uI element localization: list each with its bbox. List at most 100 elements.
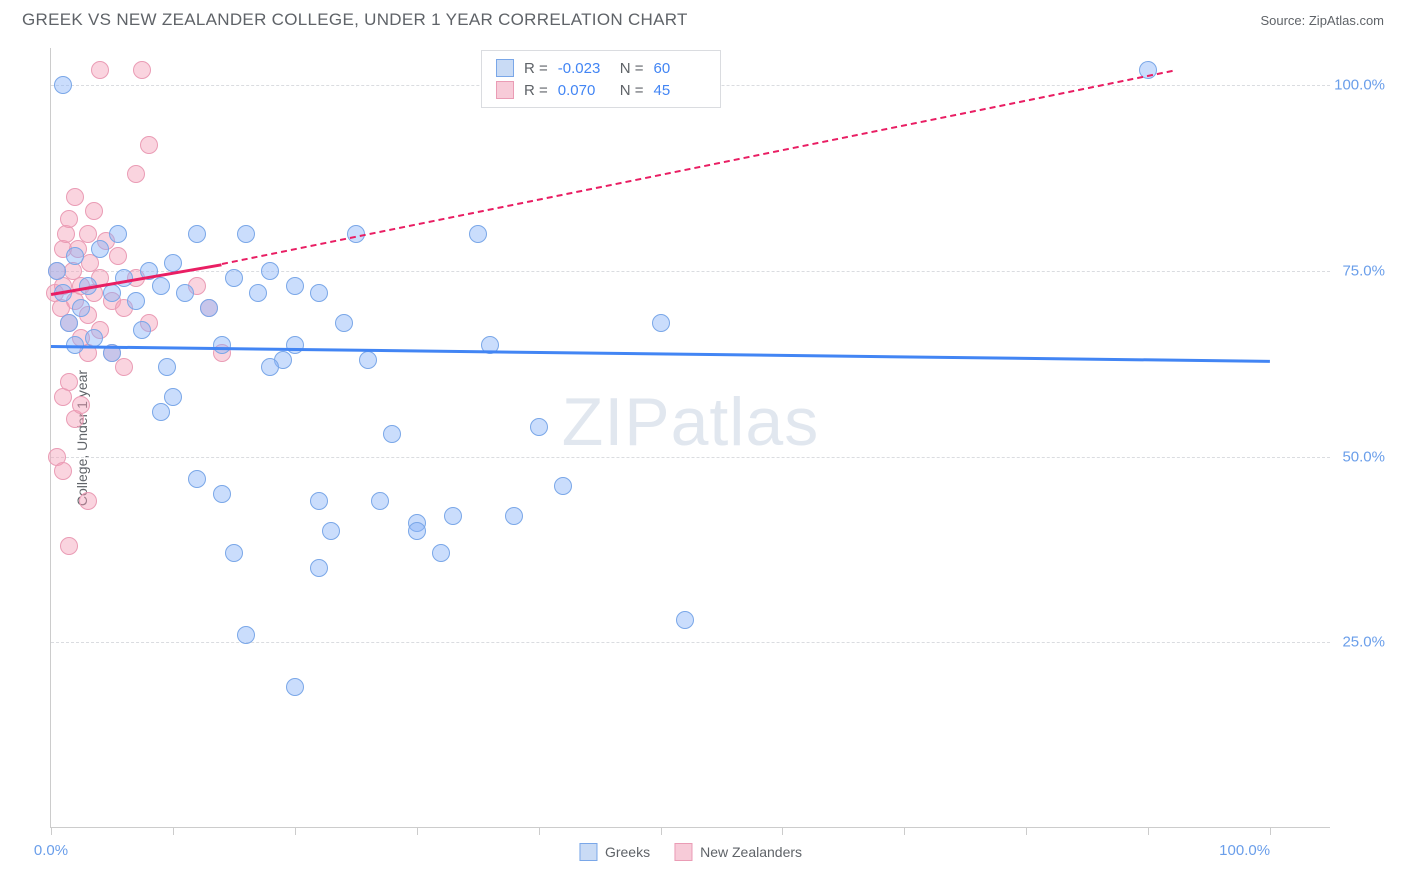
data-point bbox=[54, 76, 72, 94]
data-point bbox=[72, 299, 90, 317]
legend-swatch bbox=[674, 843, 692, 861]
data-point bbox=[188, 225, 206, 243]
legend-swatch bbox=[579, 843, 597, 861]
stat-n-value: 60 bbox=[654, 60, 706, 77]
legend-item: Greeks bbox=[579, 843, 650, 861]
data-point bbox=[371, 492, 389, 510]
grid-line bbox=[51, 457, 1330, 458]
data-point bbox=[286, 678, 304, 696]
data-point bbox=[115, 358, 133, 376]
stat-n-label: N = bbox=[620, 60, 644, 77]
stat-row: R = -0.023 N = 60 bbox=[496, 57, 706, 79]
bottom-legend: Greeks New Zealanders bbox=[579, 843, 802, 861]
data-point bbox=[127, 165, 145, 183]
stat-n-label: N = bbox=[620, 82, 644, 99]
data-point bbox=[60, 314, 78, 332]
data-point bbox=[133, 61, 151, 79]
x-tick bbox=[51, 827, 52, 835]
data-point bbox=[554, 477, 572, 495]
stat-row: R = 0.070 N = 45 bbox=[496, 79, 706, 101]
data-point bbox=[66, 247, 84, 265]
data-point bbox=[286, 277, 304, 295]
data-point bbox=[158, 358, 176, 376]
chart-container: College, Under 1 year ZIPatlas 25.0%50.0… bbox=[50, 48, 1385, 828]
x-tick bbox=[661, 827, 662, 835]
data-point bbox=[676, 611, 694, 629]
data-point bbox=[140, 136, 158, 154]
data-point bbox=[79, 225, 97, 243]
data-point bbox=[127, 292, 145, 310]
data-point bbox=[213, 485, 231, 503]
data-point bbox=[85, 329, 103, 347]
data-point bbox=[237, 626, 255, 644]
data-point bbox=[48, 262, 66, 280]
data-point bbox=[261, 358, 279, 376]
data-point bbox=[310, 492, 328, 510]
data-point bbox=[505, 507, 523, 525]
stat-r-value: 0.070 bbox=[558, 82, 610, 99]
data-point bbox=[54, 462, 72, 480]
y-tick-label: 75.0% bbox=[1342, 262, 1385, 279]
plot-area: ZIPatlas 25.0%50.0%75.0%100.0%0.0%100.0%… bbox=[50, 48, 1330, 828]
data-point bbox=[152, 277, 170, 295]
x-tick bbox=[173, 827, 174, 835]
watermark: ZIPatlas bbox=[562, 383, 819, 461]
legend-label: New Zealanders bbox=[700, 844, 802, 860]
data-point bbox=[335, 314, 353, 332]
x-tick bbox=[295, 827, 296, 835]
data-point bbox=[652, 314, 670, 332]
data-point bbox=[261, 262, 279, 280]
trend-line bbox=[51, 345, 1270, 362]
x-tick bbox=[1148, 827, 1149, 835]
chart-source: Source: ZipAtlas.com bbox=[1260, 13, 1384, 28]
stat-r-value: -0.023 bbox=[558, 60, 610, 77]
data-point bbox=[383, 425, 401, 443]
data-point bbox=[72, 396, 90, 414]
x-tick bbox=[782, 827, 783, 835]
data-point bbox=[310, 559, 328, 577]
x-tick bbox=[1026, 827, 1027, 835]
stat-r-label: R = bbox=[524, 60, 548, 77]
x-tick-label-left: 0.0% bbox=[34, 842, 68, 859]
data-point bbox=[225, 269, 243, 287]
data-point bbox=[66, 188, 84, 206]
y-tick-label: 100.0% bbox=[1334, 77, 1385, 94]
data-point bbox=[103, 284, 121, 302]
legend-label: Greeks bbox=[605, 844, 650, 860]
data-point bbox=[225, 544, 243, 562]
legend-swatch bbox=[496, 81, 514, 99]
y-tick-label: 50.0% bbox=[1342, 448, 1385, 465]
data-point bbox=[444, 507, 462, 525]
data-point bbox=[176, 284, 194, 302]
data-point bbox=[249, 284, 267, 302]
chart-title: GREEK VS NEW ZEALANDER COLLEGE, UNDER 1 … bbox=[22, 10, 688, 30]
data-point bbox=[109, 225, 127, 243]
stat-r-label: R = bbox=[524, 82, 548, 99]
data-point bbox=[286, 336, 304, 354]
data-point bbox=[213, 336, 231, 354]
data-point bbox=[432, 544, 450, 562]
data-point bbox=[164, 388, 182, 406]
data-point bbox=[310, 284, 328, 302]
x-tick bbox=[904, 827, 905, 835]
data-point bbox=[133, 321, 151, 339]
data-point bbox=[91, 61, 109, 79]
data-point bbox=[359, 351, 377, 369]
x-tick bbox=[539, 827, 540, 835]
x-tick-label-right: 100.0% bbox=[1219, 842, 1270, 859]
stat-n-value: 45 bbox=[654, 82, 706, 99]
data-point bbox=[60, 210, 78, 228]
data-point bbox=[530, 418, 548, 436]
data-point bbox=[200, 299, 218, 317]
legend-swatch bbox=[496, 59, 514, 77]
x-tick bbox=[417, 827, 418, 835]
data-point bbox=[188, 470, 206, 488]
data-point bbox=[85, 202, 103, 220]
x-tick bbox=[1270, 827, 1271, 835]
data-point bbox=[237, 225, 255, 243]
data-point bbox=[60, 537, 78, 555]
data-point bbox=[91, 240, 109, 258]
y-tick-label: 25.0% bbox=[1342, 634, 1385, 651]
legend-item: New Zealanders bbox=[674, 843, 802, 861]
data-point bbox=[469, 225, 487, 243]
